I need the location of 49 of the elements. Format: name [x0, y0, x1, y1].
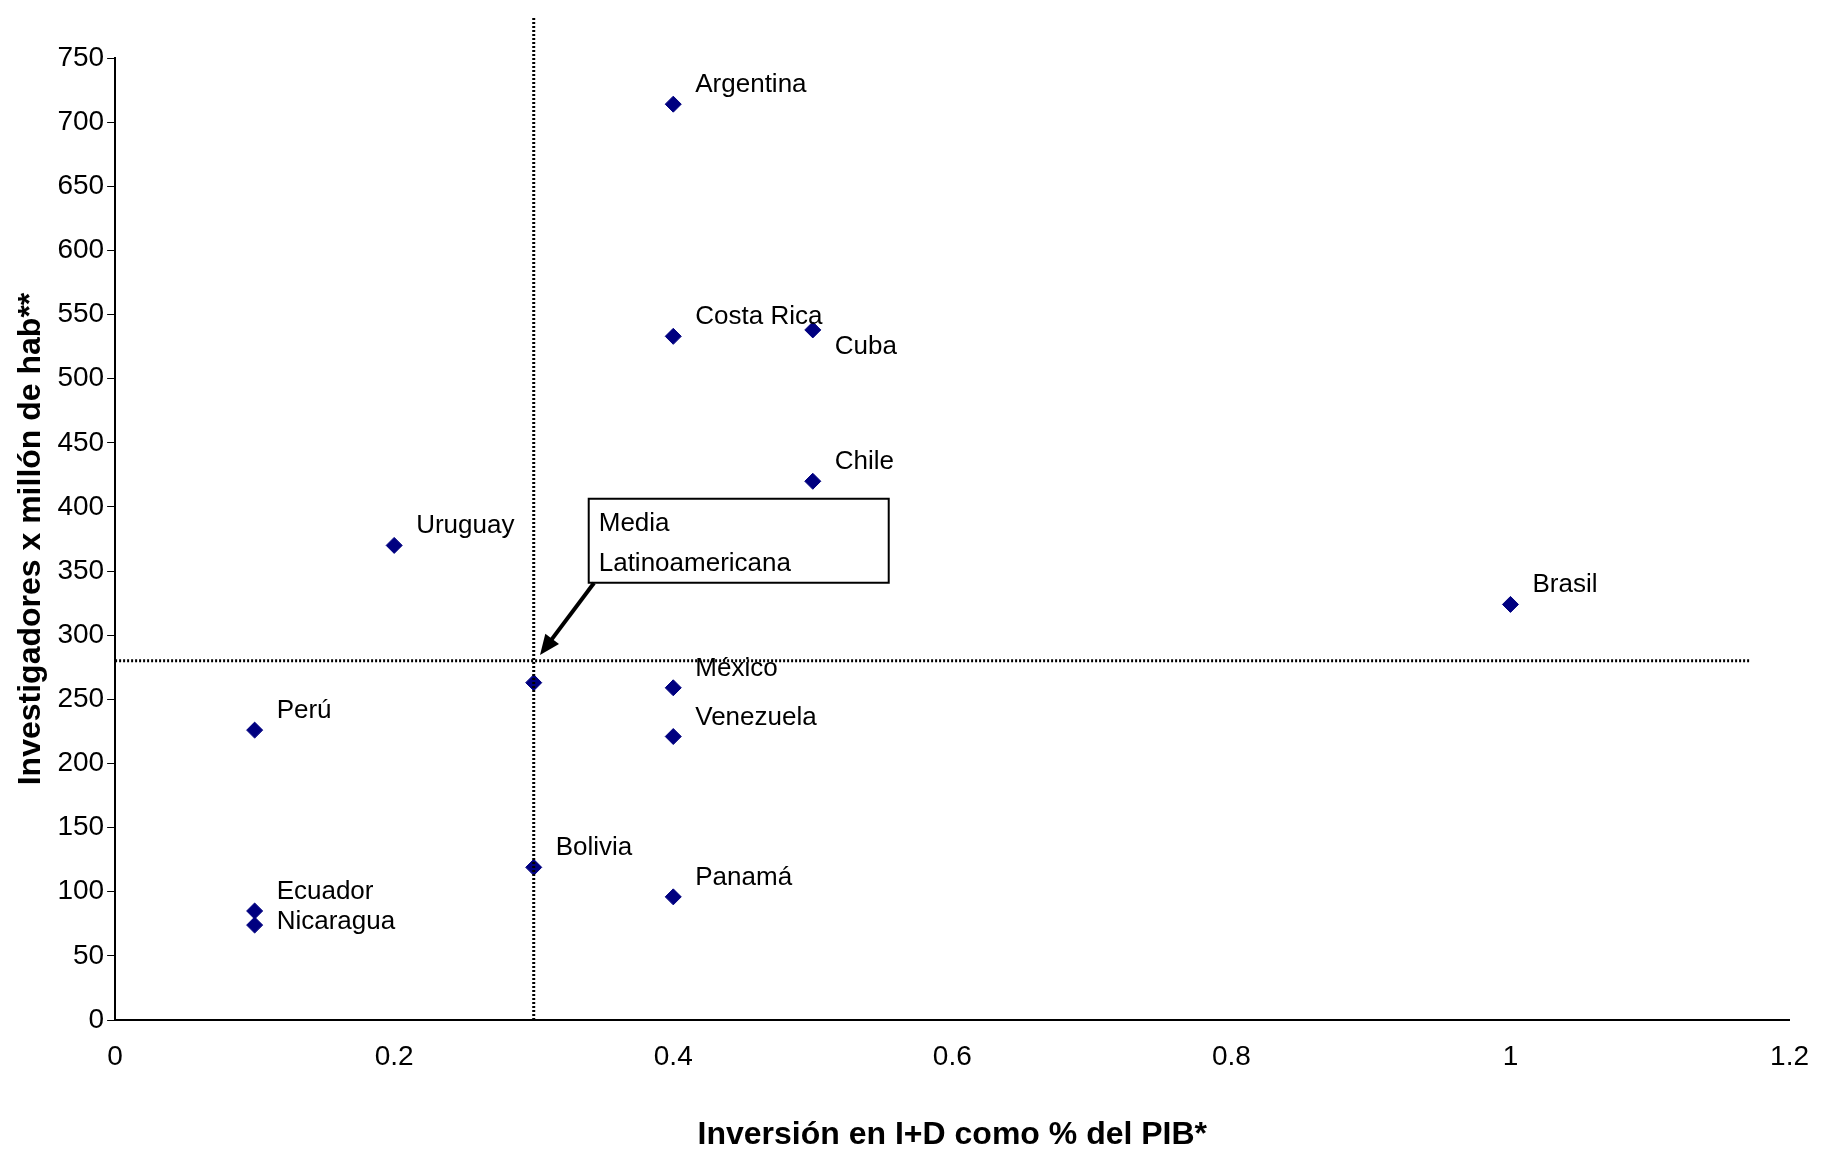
- y-tick-label: 500: [57, 361, 105, 393]
- annotation: Ecuador: [276, 874, 374, 905]
- point: [664, 888, 682, 906]
- point: [664, 679, 682, 697]
- annotation: Venezuela: [695, 700, 818, 731]
- annotation: México: [695, 651, 778, 682]
- x-tick-label: 1.2: [1770, 1039, 1810, 1071]
- y-tick-label: 200: [57, 746, 105, 778]
- annotation: Media Latinoamericana: [598, 506, 792, 577]
- annotation: Chile: [834, 445, 895, 476]
- y-tick-label: 400: [57, 489, 105, 521]
- point: [1501, 595, 1519, 613]
- point: [246, 721, 264, 739]
- y-tick-label: 650: [57, 168, 105, 200]
- y-tick-label: 450: [57, 425, 105, 457]
- point: [246, 902, 264, 920]
- y-tick-label: 300: [57, 617, 105, 649]
- x-axis-title: Inversión en I+D como % del PIB*: [697, 1114, 1208, 1151]
- y-tick-label: 350: [57, 553, 105, 585]
- y-tick-label: 100: [57, 874, 105, 906]
- x-tick-label: 0.2: [374, 1039, 414, 1071]
- y-tick-label: 550: [57, 297, 105, 329]
- annotation: Perú: [276, 694, 332, 725]
- annotation: Nicaragua: [276, 904, 396, 935]
- point: [804, 472, 822, 490]
- point: [664, 728, 682, 746]
- x-tick-label: 0.4: [653, 1039, 693, 1071]
- annotation: Brasil: [1532, 568, 1598, 599]
- x-tick-label: 0.6: [932, 1039, 972, 1071]
- annotation: Panamá: [695, 860, 793, 891]
- annotation: Argentina: [695, 68, 808, 99]
- annotation: Cuba: [834, 330, 898, 361]
- annotation: Costa Rica: [695, 300, 823, 331]
- y-tick-label: 150: [57, 810, 105, 842]
- point: [664, 95, 682, 113]
- x-tick-label: 0.8: [1211, 1039, 1251, 1071]
- y-tick-label: 50: [72, 938, 105, 970]
- y-tick-label: 600: [57, 233, 105, 265]
- x-tick-label: 1: [1502, 1039, 1519, 1071]
- y-tick-label: 700: [57, 104, 105, 136]
- annotation: Uruguay: [416, 509, 515, 540]
- y-tick-label: 750: [57, 40, 105, 72]
- y-axis-title: Investigadores x millón de hab**: [11, 292, 48, 786]
- point: [246, 916, 264, 934]
- annotation: Bolivia: [555, 831, 633, 862]
- point: [385, 536, 403, 554]
- y-tick-label: 250: [57, 682, 105, 714]
- y-tick-label: 0: [88, 1002, 105, 1034]
- point: [664, 327, 682, 345]
